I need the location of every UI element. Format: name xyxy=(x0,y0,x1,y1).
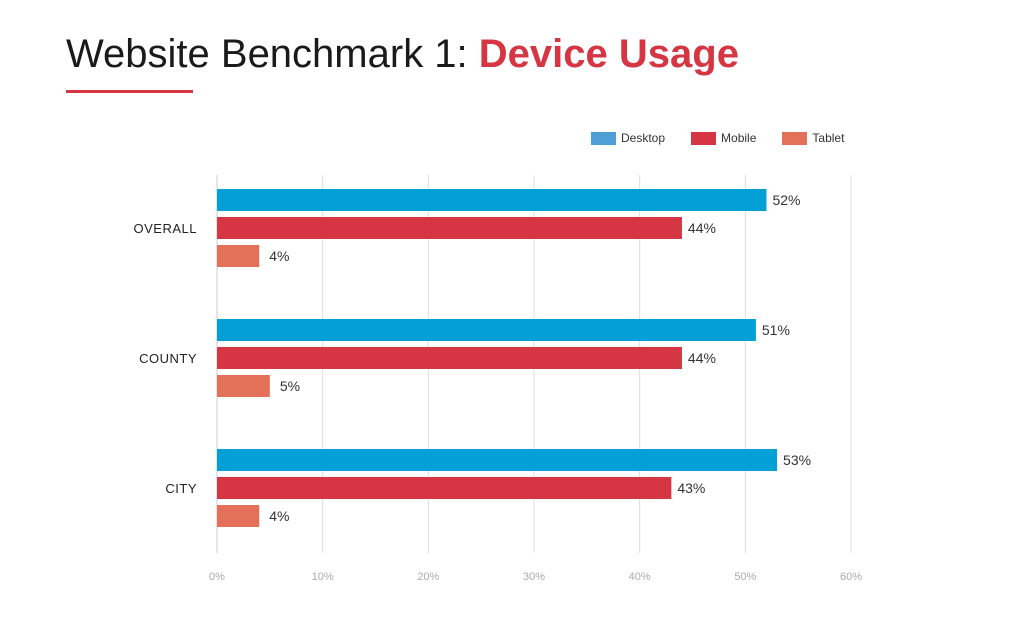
legend-item-tablet: Tablet xyxy=(782,131,844,145)
title-underline xyxy=(66,90,193,93)
title-highlight: Device Usage xyxy=(478,32,739,76)
data-label: 5% xyxy=(280,378,300,394)
legend-item-desktop: Desktop xyxy=(591,131,665,145)
category-label: CITY xyxy=(165,481,197,496)
bar-mobile xyxy=(217,477,672,499)
category-label: COUNTY xyxy=(139,351,197,366)
x-tick-label: 10% xyxy=(312,571,334,583)
data-label: 51% xyxy=(762,322,790,338)
x-tick-label: 20% xyxy=(417,571,439,583)
data-label: 43% xyxy=(677,480,705,496)
data-label: 4% xyxy=(269,248,289,264)
legend-swatch-mobile xyxy=(691,131,717,145)
data-label: 4% xyxy=(269,508,289,524)
legend-label-tablet: Tablet xyxy=(812,131,845,145)
x-tick-label: 40% xyxy=(629,571,651,583)
chart-title: Website Benchmark 1: Device Usage xyxy=(66,32,739,77)
bar-tablet xyxy=(217,505,260,527)
data-label: 52% xyxy=(772,192,800,208)
bar-mobile xyxy=(217,217,682,239)
bar-desktop xyxy=(217,319,756,341)
x-tick-label: 30% xyxy=(523,571,545,583)
data-label: 44% xyxy=(688,350,716,366)
legend-swatch-tablet xyxy=(782,131,808,145)
x-tick-label: 0% xyxy=(209,571,225,583)
bar-mobile xyxy=(217,347,682,369)
legend: Desktop Mobile Tablet xyxy=(591,131,870,145)
data-label: 53% xyxy=(783,452,811,468)
bar-desktop xyxy=(217,449,778,471)
bar-tablet xyxy=(217,375,270,397)
title-prefix: Website Benchmark 1: xyxy=(66,32,479,76)
bar-tablet xyxy=(217,245,260,267)
legend-label-mobile: Mobile xyxy=(721,131,757,145)
bar-desktop xyxy=(217,189,767,211)
legend-swatch-desktop xyxy=(591,131,616,145)
data-label: 44% xyxy=(688,220,716,236)
x-tick-label: 60% xyxy=(840,571,862,583)
x-tick-label: 50% xyxy=(734,571,756,583)
legend-label-desktop: Desktop xyxy=(621,131,666,145)
legend-item-mobile: Mobile xyxy=(691,131,756,145)
category-label: OVERALL xyxy=(134,221,197,236)
